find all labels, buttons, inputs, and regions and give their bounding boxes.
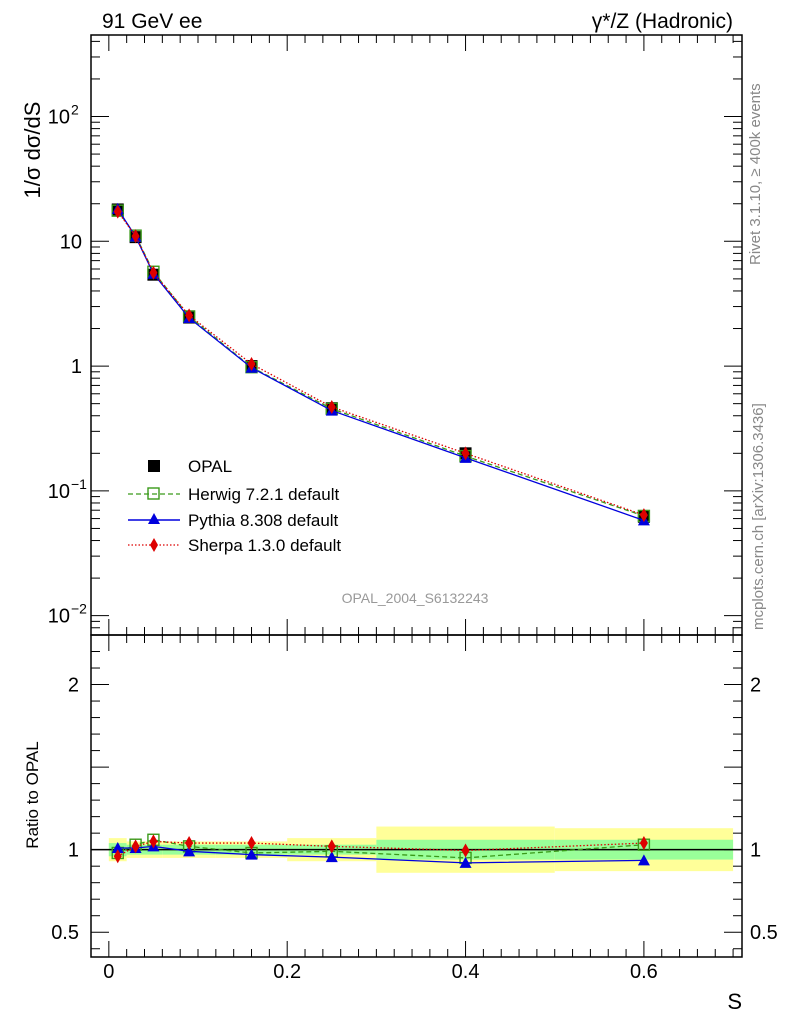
x-tick-label: 0: [103, 961, 114, 983]
y-tick-label: 10: [48, 606, 70, 628]
ratio-y-tick-label-left: 0.5: [51, 922, 79, 944]
ratio-line-sherpa: [117, 840, 644, 857]
ratio-y-tick-label-left: 2: [68, 675, 79, 697]
legend-marker-opal: [148, 460, 160, 472]
data-point-sherpa: [113, 204, 122, 219]
data-point-sherpa: [247, 356, 256, 371]
ratio-y-tick-label-right: 1: [750, 840, 761, 862]
y-tick-exponent: −1: [71, 476, 87, 492]
ratio-point-pythia: [325, 851, 338, 863]
ratio-point-sherpa: [113, 849, 122, 864]
legend-entry-sherpa: Sherpa 1.3.0 default: [128, 536, 341, 555]
y-tick-label: 1: [71, 356, 82, 378]
x-axis-label: S: [727, 989, 742, 1014]
ratio-plot-frame: [90, 634, 743, 958]
ratio-y-tick-label-right: 0.5: [750, 922, 778, 944]
side-text-bottom: mcplots.cern.ch [arXiv:1306.3436]: [750, 403, 767, 630]
legend-label-herwig: Herwig 7.2.1 default: [188, 485, 339, 504]
legend-entry-herwig: Herwig 7.2.1 default: [128, 485, 339, 504]
series-line-pythia: [117, 208, 645, 522]
data-point-sherpa: [185, 308, 194, 323]
ratio-point-pythia: [459, 856, 472, 868]
ratio-point-pythia: [111, 842, 124, 854]
legend-marker-pythia: [148, 513, 160, 524]
y-tick-label: 10: [48, 481, 70, 503]
legend-label-opal: OPAL: [188, 457, 232, 476]
x-tick-label: 0.2: [273, 961, 301, 983]
legend-entry-pythia: Pythia 8.308 default: [128, 511, 339, 530]
legend-marker-sherpa: [150, 538, 158, 552]
data-point-sherpa: [131, 229, 140, 244]
legend-marker-herwig: [147, 487, 160, 500]
y-tick-exponent: 2: [71, 102, 79, 118]
ratio-point-sherpa: [149, 834, 158, 849]
data-point-sherpa: [461, 446, 470, 461]
ratio-point-sherpa: [327, 839, 336, 854]
ratio-point-sherpa: [185, 836, 194, 851]
y-tick-exponent: −2: [71, 601, 87, 617]
y-axis-label-ratio: Ratio to OPAL: [23, 741, 42, 848]
ratio-point-sherpa: [131, 839, 140, 854]
ratio-point-pythia: [183, 845, 196, 857]
series-line-herwig: [117, 210, 645, 517]
legend-label-sherpa: Sherpa 1.3.0 default: [188, 536, 341, 555]
ratio-series: [111, 833, 651, 868]
title-right: γ*/Z (Hadronic): [592, 10, 733, 33]
legend-entry-opal: OPAL: [148, 457, 232, 476]
legend: OPAL Herwig 7.2.1 default Pythia 8.308 d…: [128, 457, 341, 555]
title-left: 91 GeV ee: [102, 10, 202, 33]
x-tick-label: 0.6: [630, 961, 658, 983]
main-series: [111, 202, 651, 526]
data-point-sherpa: [327, 400, 336, 415]
y-tick-label: 10: [48, 107, 70, 129]
ratio-point-pythia: [245, 848, 258, 860]
ratio-y-tick-label-right: 2: [750, 675, 761, 697]
y-tick-label: 10: [60, 231, 82, 253]
ratio-y-tick-label-left: 1: [68, 840, 79, 862]
watermark: OPAL_2004_S6132243: [342, 590, 489, 606]
side-text-top: Rivet 3.1.10, ≥ 400k events: [747, 83, 764, 265]
data-point-sherpa: [149, 265, 158, 280]
ratio-line-herwig: [117, 839, 644, 859]
legend-label-pythia: Pythia 8.308 default: [188, 511, 339, 530]
ratio-point-sherpa: [247, 836, 256, 851]
ratio-point-pythia: [637, 854, 650, 866]
ratio-point-sherpa: [461, 843, 470, 858]
x-tick-label: 0.4: [452, 961, 480, 983]
axis-ticks: [91, 35, 742, 957]
y-axis-label-main: 1/σ dσ/dS: [20, 102, 45, 199]
data-point-sherpa: [639, 508, 648, 523]
ratio-point-sherpa: [639, 836, 648, 851]
